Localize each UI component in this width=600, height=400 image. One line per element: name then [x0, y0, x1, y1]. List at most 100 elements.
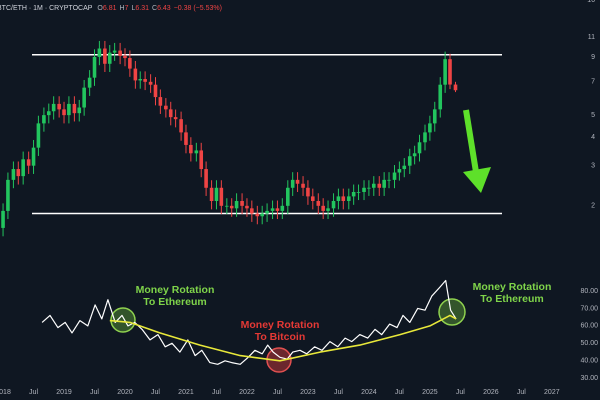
x-tick-label: Jul — [151, 389, 160, 396]
candle-body — [209, 187, 214, 201]
candle-body — [57, 103, 61, 110]
candle-body — [301, 183, 305, 188]
candle-body — [417, 142, 422, 154]
candle-body — [11, 169, 16, 180]
annotation-line: Money Rotation — [241, 319, 320, 331]
annotation-line: To Bitcoin — [255, 331, 306, 343]
candle-body — [133, 68, 138, 81]
candle-body — [377, 183, 382, 188]
candle-body — [407, 156, 412, 166]
candle-body — [311, 196, 315, 201]
annotation-line: To Ethereum — [143, 296, 206, 308]
y-tick-label: 5 — [591, 112, 595, 119]
x-tick-label: 2018 — [0, 389, 11, 396]
candle-body — [164, 105, 168, 110]
candle-body — [225, 205, 229, 207]
candle-body — [214, 187, 219, 201]
candle-body — [397, 169, 402, 173]
candle-body — [362, 187, 366, 192]
annotation: Money Rotation To Bitcoin — [241, 319, 320, 343]
candle-body — [42, 115, 46, 124]
candle-body — [286, 187, 290, 206]
x-tick-label: Jul — [90, 389, 99, 396]
candle-body — [290, 179, 295, 188]
candle-body — [255, 213, 260, 217]
candle-body — [204, 169, 208, 188]
candle-body — [448, 59, 452, 85]
change: −0.38 (−5.53%) — [174, 5, 222, 12]
candle-body — [219, 187, 224, 206]
candle-body — [16, 169, 21, 177]
candle-body — [443, 59, 447, 85]
y-tick-label: 4 — [591, 134, 595, 141]
candle-body — [112, 50, 117, 53]
candle-body — [371, 183, 376, 188]
candle-body — [128, 58, 132, 69]
candle-body — [92, 56, 97, 78]
candle-body — [103, 48, 107, 64]
down-arrow — [463, 109, 491, 193]
candle-body — [260, 213, 264, 217]
candle-body — [423, 132, 427, 143]
candle-body — [72, 103, 77, 114]
y-tick-label: 2 — [591, 203, 595, 210]
candle-body — [138, 79, 143, 81]
y-tick-label: 9 — [591, 54, 595, 61]
candle-body — [331, 200, 336, 209]
candle-body — [77, 107, 82, 114]
x-tick-label: Jul — [212, 389, 221, 396]
candle-body — [346, 196, 351, 201]
candle-body — [306, 187, 310, 197]
candle-body — [148, 81, 153, 85]
candle-body — [402, 165, 407, 170]
candle-body — [412, 153, 417, 157]
y-tick-label: 16 — [587, 0, 595, 4]
candle-body — [1, 210, 5, 228]
candle-body — [351, 191, 356, 197]
candle-body — [245, 205, 249, 209]
chart-header: BTC/ETH · 1M · CRYPTOCAP O6.81 H7 L6.31 C6.4… — [0, 5, 222, 12]
x-tick-label: Jul — [29, 389, 38, 396]
candle-body — [118, 50, 122, 56]
candle-body — [295, 179, 300, 184]
ohlc-value: 6.43 — [157, 5, 171, 12]
candle-body — [270, 208, 275, 211]
x-tick-label: Jul — [334, 389, 343, 396]
candle-body — [6, 179, 10, 211]
candle-body — [158, 97, 163, 106]
candle-body — [21, 159, 25, 177]
x-tick-label: 2020 — [117, 389, 133, 396]
candle-body — [173, 117, 178, 120]
x-tick-label: 2027 — [544, 389, 560, 396]
annotation-line: Money Rotation — [473, 281, 552, 293]
candle-body — [82, 87, 86, 108]
annotation-line: Money Rotation — [136, 284, 215, 296]
candle-body — [97, 48, 102, 57]
candle-body — [51, 103, 56, 112]
candle-body — [356, 191, 361, 193]
candle-body — [107, 52, 112, 64]
candle-body — [275, 208, 280, 211]
candle-body — [62, 109, 66, 116]
candle-body — [36, 123, 41, 148]
symbol: BTC/ETH · 1M · CRYPTOCAP — [0, 5, 93, 12]
y-tick-label: 11 — [588, 34, 595, 41]
y-tick-label: 7 — [591, 79, 595, 86]
candle-body — [168, 109, 173, 118]
ohlc-value: 7 — [125, 5, 129, 12]
candle-body — [432, 109, 437, 124]
y-tick-label: 50.00 — [580, 340, 598, 347]
candle-body — [265, 210, 269, 214]
annotation: Money Rotation To Ethereum — [136, 284, 215, 308]
x-tick-label: 2022 — [239, 389, 255, 396]
y-tick-label: 80.00 — [580, 288, 598, 295]
candle-body — [321, 205, 325, 211]
y-tick-label: 60.00 — [580, 323, 598, 330]
candle-body — [194, 150, 199, 154]
candle-body — [31, 147, 36, 166]
ohlc-value: 6.31 — [135, 5, 149, 12]
candle-body — [392, 172, 397, 180]
arrow-shaft — [463, 109, 479, 173]
y-tick-label: 70.00 — [580, 305, 598, 312]
